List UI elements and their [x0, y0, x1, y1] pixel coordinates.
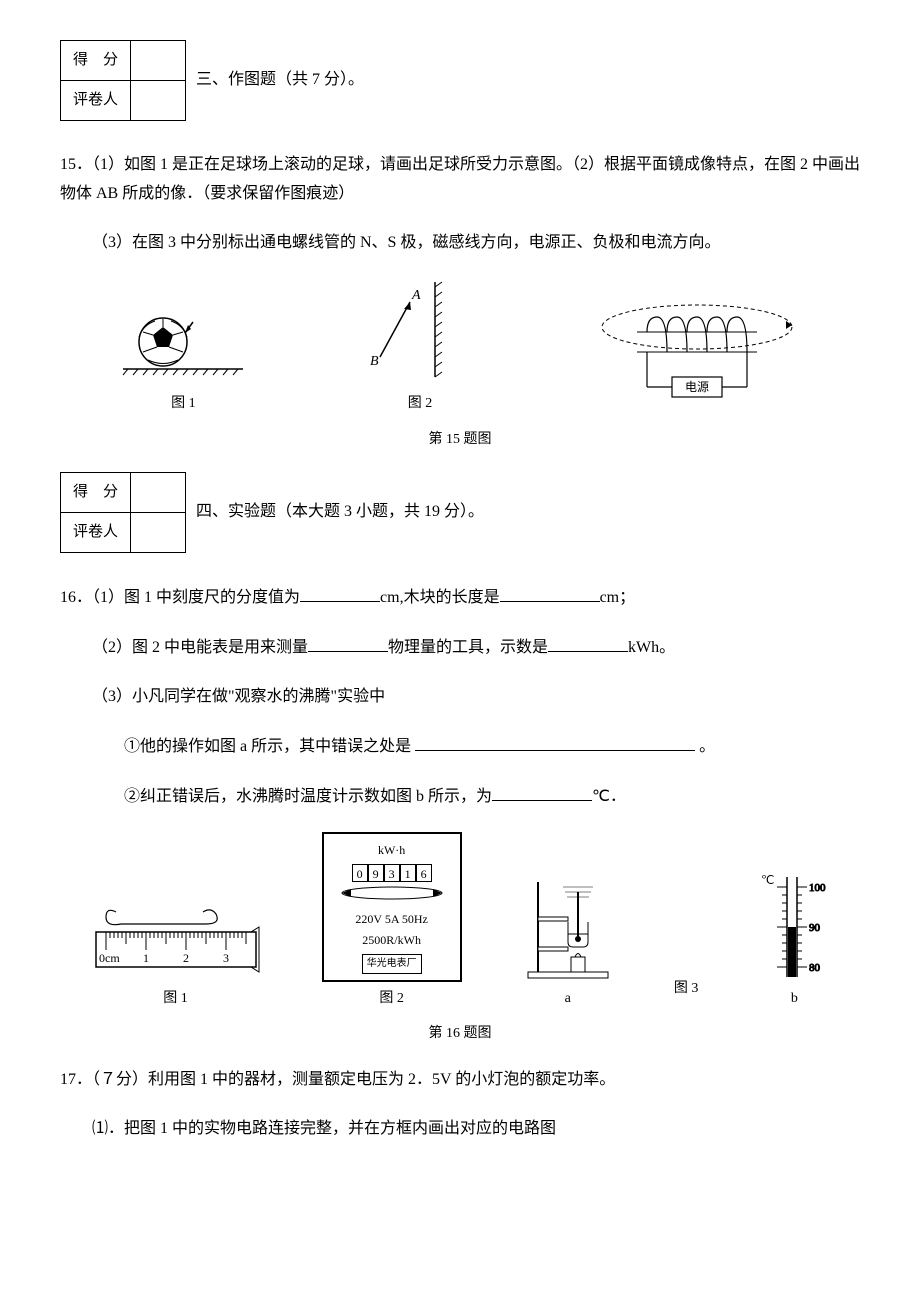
ruler-t1: 1: [143, 951, 149, 965]
grader-label-4: 评卷人: [61, 512, 131, 552]
q16-fig3b: ℃ 100 90 80 b: [759, 872, 829, 1011]
score-blank: [131, 41, 186, 81]
q16-blank4: [548, 633, 628, 652]
q15-figures: 图 1 A B 图 2: [60, 277, 860, 416]
q16-line3: （3）小凡同学在做"观察水的沸腾"实验中: [60, 683, 860, 712]
q16-fig2: kW·h 0 9 3 1 6 220V 5A 50Hz 2500R/kWh 华光…: [322, 832, 462, 1012]
q16-line1: 16．（1）图 1 中刻度尺的分度值为 cm,木块的长度是 cm；: [60, 583, 860, 613]
q16-2c: kWh。: [628, 639, 675, 656]
q16-fig3b-label: b: [791, 986, 798, 1011]
meter-spec2: 2500R/kWh: [330, 930, 454, 952]
q16-5a: ②纠正错误后，水沸腾时温度计示数如图 b 所示，为: [124, 788, 492, 805]
q17-stem: 17．（７分）利用图 1 中的器材，测量额定电压为 2．5V 的小灯泡的额定功率…: [60, 1066, 860, 1095]
ruler-t3: 3: [223, 951, 229, 965]
q16-1c: cm；: [600, 589, 636, 606]
meter-unit: kW·h: [330, 840, 454, 862]
soccer-ball-icon: [113, 297, 253, 387]
q16-4a: ①他的操作如图 a 所示，其中错误之处是: [124, 738, 411, 755]
q16-1b: cm,木块的长度是: [380, 589, 500, 606]
q16-blank5: [415, 732, 695, 751]
power-box-label: 电源: [685, 380, 709, 394]
grader-blank: [131, 81, 186, 121]
ruler-t2: 2: [183, 951, 189, 965]
q16-4b: 。: [699, 738, 715, 755]
meter-spec1: 220V 5A 50Hz: [330, 909, 454, 931]
q15-fig3: 电源: [587, 297, 807, 417]
q16-line5: ②纠正错误后，水沸腾时温度计示数如图 b 所示，为 ℃．: [60, 782, 860, 812]
q16-1a: 16．（1）图 1 中刻度尺的分度值为: [60, 589, 300, 606]
svg-text:90: 90: [809, 922, 821, 934]
meter-display: 0 9 3 1 6: [330, 864, 454, 882]
q15-fig2-label: 图 2: [408, 391, 433, 416]
q16-fig3-label: 图 3: [674, 976, 699, 1001]
q16-group-caption: 第 16 题图: [60, 1021, 860, 1046]
svg-text:80: 80: [809, 962, 821, 974]
score-box-s3: 得 分 评卷人: [60, 40, 186, 121]
meter-d2: 3: [384, 864, 400, 882]
q16-2b: 物理量的工具，示数是: [388, 639, 548, 656]
meter-dial-icon: [337, 885, 447, 901]
q16-fig1-label: 图 1: [163, 986, 188, 1011]
section4-title: 四、实验题（本大题 3 小题，共 19 分）。: [196, 498, 484, 527]
meter-maker: 华光电表厂: [362, 954, 422, 974]
grader-blank-4: [131, 512, 186, 552]
q16-fig3a: a: [523, 872, 613, 1011]
q17-sub1: ⑴．把图 1 中的实物电路连接完整，并在方框内画出对应的电路图: [60, 1115, 860, 1144]
thermometer-icon: ℃ 100 90 80: [759, 872, 829, 982]
energy-meter: kW·h 0 9 3 1 6 220V 5A 50Hz 2500R/kWh 华光…: [322, 832, 462, 982]
boiling-setup-icon: [523, 872, 613, 982]
q16-5b: ℃．: [592, 788, 626, 805]
svg-text:100: 100: [809, 882, 826, 894]
q16-figures: 0cm 1 2 3 图 1 kW·h 0 9 3 1 6 220V 5A 50H…: [60, 832, 860, 1012]
mirror-label-a: A: [411, 288, 421, 303]
mirror-icon: A B: [360, 277, 480, 387]
grader-label: 评卷人: [61, 81, 131, 121]
q15-part3: （3）在图 3 中分别标出通电螺线管的 N、S 极，磁感线方向，电源正、负极和电…: [60, 229, 860, 258]
meter-d0: 0: [352, 864, 368, 882]
q16-blank3: [308, 633, 388, 652]
q16-line4: ①他的操作如图 a 所示，其中错误之处是 。: [60, 732, 860, 762]
q16-blank6: [492, 782, 592, 801]
score-label-4: 得 分: [61, 472, 131, 512]
section4-header: 得 分 评卷人 四、实验题（本大题 3 小题，共 19 分）。: [60, 472, 860, 553]
q15-fig1: 图 1: [113, 297, 253, 416]
q15-group-caption: 第 15 题图: [60, 427, 860, 452]
section3-title: 三、作图题（共 7 分）。: [196, 66, 364, 95]
thermo-unit: ℃: [761, 873, 774, 887]
score-box-s4: 得 分 评卷人: [60, 472, 186, 553]
meter-d4: 6: [416, 864, 432, 882]
q16-blank2: [500, 583, 600, 602]
q16-fig3a-label: a: [565, 986, 571, 1011]
q16-blank1: [300, 583, 380, 602]
q15-fig1-label: 图 1: [171, 391, 196, 416]
mirror-label-b: B: [370, 354, 379, 369]
q16-line2: （2）图 2 中电能表是用来测量 物理量的工具，示数是 kWh。: [60, 633, 860, 663]
q16-fig1: 0cm 1 2 3 图 1: [91, 902, 261, 1011]
meter-d3: 1: [400, 864, 416, 882]
q15-fig2: A B 图 2: [360, 277, 480, 416]
solenoid-icon: 电源: [587, 297, 807, 417]
ruler-icon: 0cm 1 2 3: [91, 902, 261, 982]
score-blank-4: [131, 472, 186, 512]
q16-fig2-label: 图 2: [379, 986, 404, 1011]
meter-d1: 9: [368, 864, 384, 882]
ruler-zero: 0cm: [99, 951, 120, 965]
q15-stem: 15．（1）如图 1 是正在足球场上滚动的足球，请画出足球所受力示意图。（2）根…: [60, 151, 860, 209]
section3-header: 得 分 评卷人 三、作图题（共 7 分）。: [60, 40, 860, 121]
q16-2a: （2）图 2 中电能表是用来测量: [92, 639, 308, 656]
score-label: 得 分: [61, 41, 131, 81]
